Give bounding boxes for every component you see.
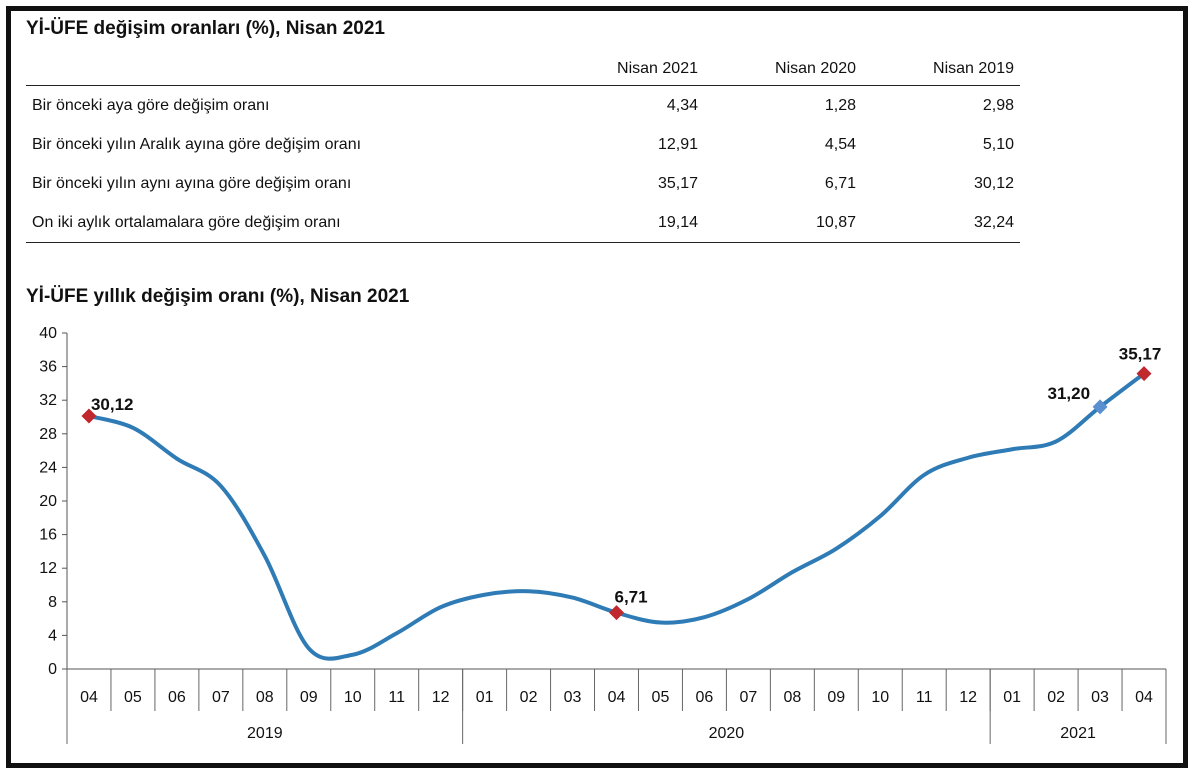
- y-tick-label: 12: [39, 560, 57, 577]
- row-label: Bir önceki aya göre değişim oranı: [32, 96, 270, 114]
- y-tick-label: 28: [39, 426, 57, 443]
- data-label: 31,20: [1048, 384, 1091, 403]
- row-label: Bir önceki yılın Aralık ayına göre değiş…: [32, 135, 362, 153]
- x-tick-label: 02: [520, 689, 538, 706]
- x-tick-label: 04: [1135, 689, 1153, 706]
- y-tick-label: 20: [39, 493, 57, 510]
- x-tick-label: 01: [476, 689, 494, 706]
- x-tick-label: 09: [300, 689, 318, 706]
- table-row: Bir önceki yılın aynı ayına göre değişim…: [26, 164, 1020, 203]
- cell-value: 32,24: [862, 203, 1020, 243]
- rates-table: Nisan 2021 Nisan 2020 Nisan 2019 Bir önc…: [26, 53, 1020, 243]
- data-label: 35,17: [1119, 345, 1162, 364]
- y-tick-label: 32: [39, 392, 57, 409]
- cell-value: 19,14: [546, 203, 704, 243]
- data-point-marker: [81, 408, 97, 424]
- y-tick-label: 24: [39, 459, 57, 476]
- row-label: Bir önceki yılın aynı ayına göre değişim…: [32, 174, 352, 192]
- x-tick-label: 11: [916, 689, 933, 706]
- x-tick-label: 01: [1003, 689, 1021, 706]
- cell-value: 2,98: [982, 96, 1014, 114]
- x-tick-label: 08: [783, 689, 801, 706]
- cell-value: 4,34: [666, 96, 698, 114]
- y-tick-label: 16: [39, 527, 57, 544]
- table-header-row: Nisan 2021 Nisan 2020 Nisan 2019: [26, 53, 1020, 86]
- cell-value: 35,17: [657, 174, 698, 192]
- table-row: On iki aylık ortalamalara göre değişim o…: [26, 203, 1020, 243]
- x-tick-label: 05: [652, 689, 670, 706]
- series-line: [86, 371, 1147, 661]
- figure-frame: [6, 6, 1188, 768]
- y-tick-label: 8: [48, 594, 57, 611]
- y-tick-label: 40: [39, 325, 57, 342]
- x-tick-label: 09: [827, 689, 845, 706]
- x-tick-label: 07: [739, 689, 757, 706]
- x-tick-label: 06: [168, 689, 186, 706]
- chart-title: Yİ-ÜFE yıllık değişim oranı (%), Nisan 2…: [26, 286, 410, 307]
- cell-value: 4,54: [824, 135, 856, 153]
- cell-value: 5,10: [982, 135, 1014, 153]
- x-tick-label: 08: [256, 689, 274, 706]
- data-point-marker: [609, 605, 624, 621]
- column-header: Nisan 2021: [546, 53, 704, 86]
- table-row: Bir önceki aya göre değişim oranı 4,34 1…: [26, 86, 1020, 126]
- y-tick-label: 36: [39, 359, 57, 376]
- x-tick-label: 12: [432, 689, 450, 706]
- cell-value: 30,12: [973, 174, 1014, 192]
- table-title: Yİ-ÜFE değişim oranları (%), Nisan 2021: [26, 18, 385, 39]
- x-tick-label: 12: [959, 689, 977, 706]
- data-point-marker: [1136, 366, 1152, 382]
- x-tick-label: 11: [388, 689, 405, 706]
- year-label: 2021: [1060, 725, 1096, 742]
- column-header: Nisan 2020: [704, 53, 862, 86]
- data-label: 6,71: [615, 588, 648, 607]
- row-label: On iki aylık ortalamalara göre değişim o…: [26, 203, 546, 243]
- x-tick-label: 10: [344, 689, 362, 706]
- cell-value: 12,91: [657, 135, 698, 153]
- data-label: 30,12: [91, 395, 134, 414]
- x-tick-label: 06: [696, 689, 714, 706]
- x-tick-label: 03: [1091, 689, 1109, 706]
- x-tick-label: 03: [564, 689, 582, 706]
- y-tick-label: 4: [48, 627, 57, 644]
- x-tick-label: 05: [124, 689, 142, 706]
- table-header-empty: [26, 53, 546, 86]
- x-tick-label: 04: [80, 689, 98, 706]
- table-row: Bir önceki yılın Aralık ayına göre değiş…: [26, 125, 1020, 164]
- x-tick-label: 07: [212, 689, 230, 706]
- cell-value: 1,28: [824, 96, 856, 114]
- cell-value: 10,87: [704, 203, 862, 243]
- y-tick-label: 0: [48, 661, 57, 678]
- data-point-marker: [1092, 399, 1108, 415]
- cell-value: 6,71: [824, 174, 856, 192]
- x-tick-label: 04: [608, 689, 626, 706]
- x-tick-label: 10: [871, 689, 889, 706]
- column-header: Nisan 2019: [862, 53, 1020, 86]
- year-label: 2019: [247, 725, 283, 742]
- x-tick-label: 02: [1047, 689, 1065, 706]
- year-label: 2020: [709, 725, 745, 742]
